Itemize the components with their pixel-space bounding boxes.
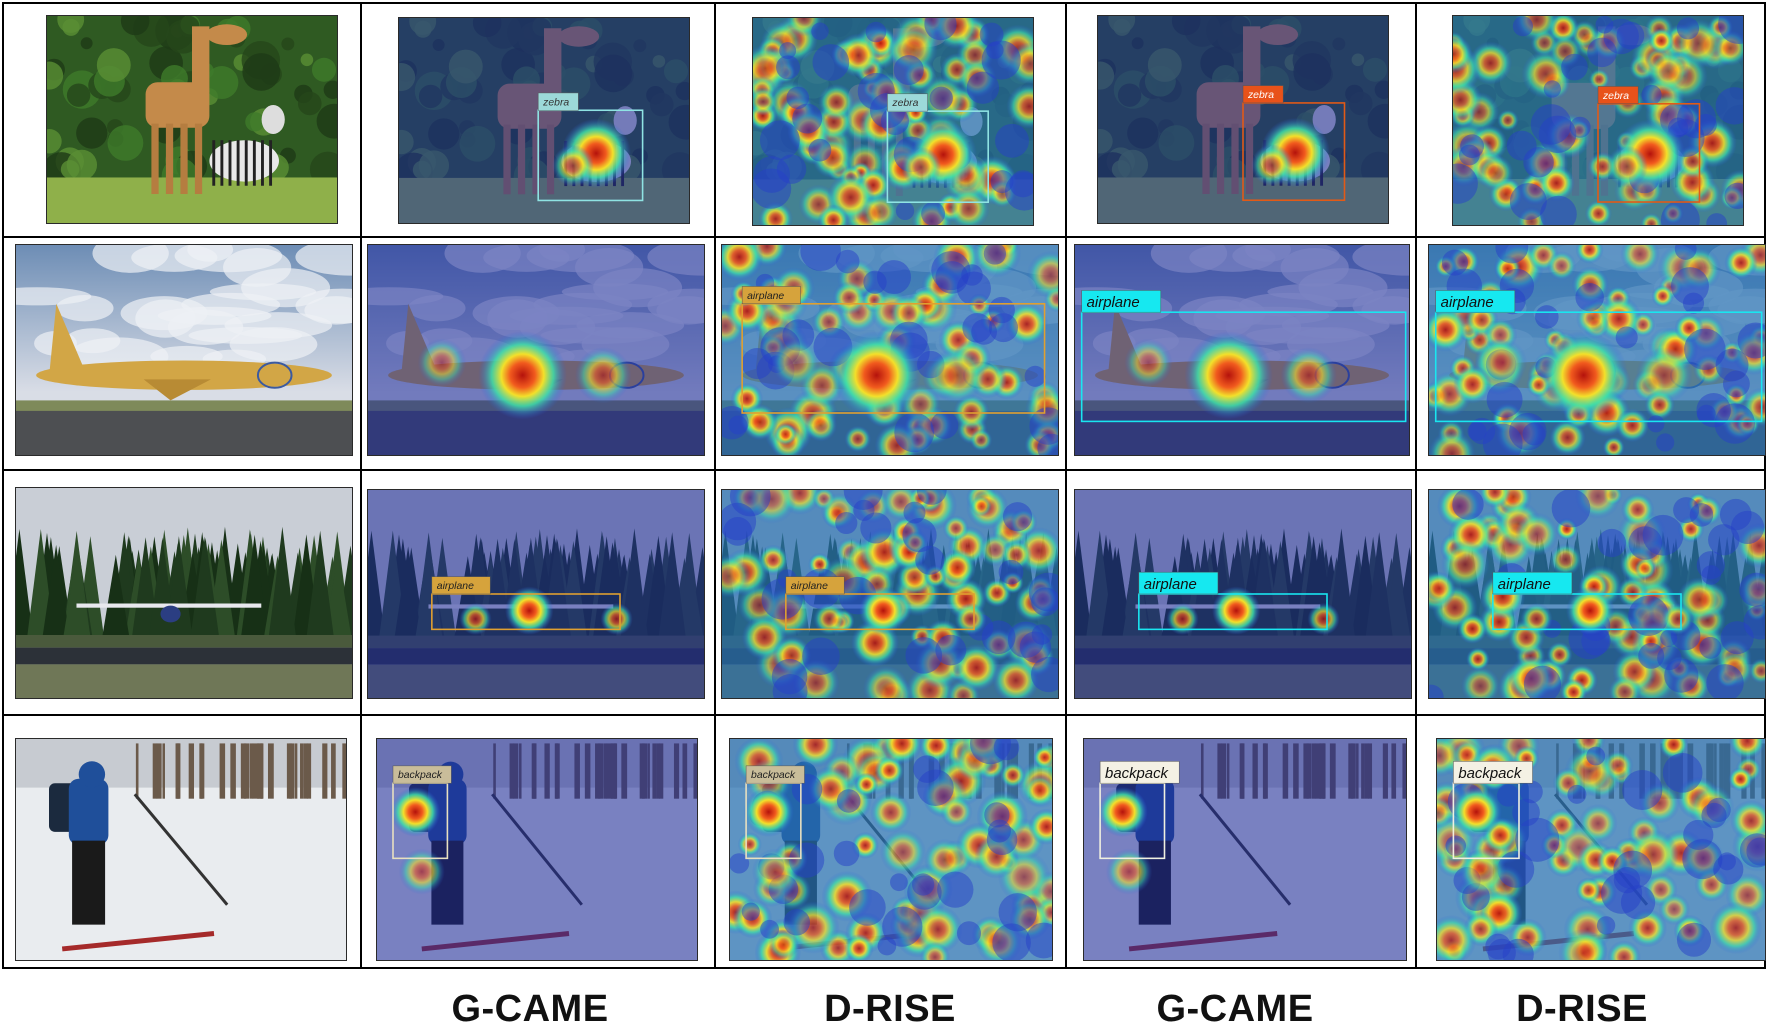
- grid-divider: [1065, 4, 1067, 967]
- image-canvas: zebra: [1098, 16, 1388, 223]
- d-rise-heatmap: airplane: [721, 489, 1059, 699]
- image-canvas: backpack: [377, 739, 697, 960]
- bbox-label: zebra: [542, 97, 569, 108]
- original-image: [15, 487, 353, 699]
- column-label-d-rise: D-RISE: [1516, 988, 1648, 1030]
- image-canvas: airplane: [722, 490, 1058, 698]
- bbox-label: airplane: [437, 581, 474, 592]
- g-came-heatmap: airplane: [1074, 489, 1412, 699]
- g-came-heatmap: airplane: [1074, 244, 1410, 456]
- bbox-tag: backpack: [745, 765, 805, 784]
- bbox-label: airplane: [791, 581, 828, 592]
- bbox-tag: airplane: [1138, 571, 1219, 595]
- g-came-heatmap: backpack: [376, 738, 698, 961]
- image-canvas: zebra: [1453, 16, 1743, 225]
- d-rise-heatmap: backpack: [729, 738, 1053, 961]
- image-canvas: zebra: [399, 18, 689, 223]
- bbox-tag: airplane: [1435, 290, 1516, 313]
- column-label-d-rise: D-RISE: [824, 988, 956, 1030]
- bbox-label: airplane: [747, 291, 784, 302]
- grid-divider: [1415, 4, 1417, 967]
- bbox-tag: airplane: [1081, 290, 1162, 313]
- grid-divider: [4, 714, 1764, 716]
- grid-divider: [714, 4, 716, 967]
- bbox-label: airplane: [1441, 295, 1494, 311]
- bbox-tag: airplane: [741, 286, 801, 305]
- original-image: [46, 15, 338, 224]
- image-canvas: backpack: [730, 739, 1052, 960]
- bbox-label: backpack: [1105, 766, 1169, 782]
- bbox-label: airplane: [1144, 577, 1197, 593]
- image-canvas: airplane: [1429, 245, 1765, 455]
- bbox-label: airplane: [1498, 577, 1551, 593]
- image-canvas: [16, 488, 352, 698]
- image-canvas: backpack: [1437, 739, 1765, 960]
- d-rise-heatmap: backpack: [1436, 738, 1766, 961]
- bbox-tag: airplane: [431, 576, 491, 595]
- bbox-label: zebra: [1602, 91, 1629, 102]
- d-rise-heatmap: zebra: [1452, 15, 1744, 226]
- bbox-tag: backpack: [1453, 761, 1533, 784]
- bbox-tag: zebra: [537, 92, 579, 111]
- grid-divider: [4, 236, 1764, 238]
- column-label-g-came: G-CAME: [1156, 988, 1314, 1030]
- bbox-tag: zebra: [887, 93, 928, 112]
- original-image: [15, 738, 347, 961]
- bbox-label: backpack: [1458, 766, 1522, 782]
- bbox-label: backpack: [751, 770, 796, 781]
- d-rise-heatmap: airplane: [1428, 489, 1766, 699]
- image-canvas: airplane: [1075, 490, 1411, 698]
- image-canvas: [16, 245, 352, 455]
- image-canvas: zebra: [753, 18, 1033, 225]
- bbox-tag: airplane: [785, 576, 845, 595]
- image-canvas: [16, 739, 346, 960]
- grid-divider: [360, 4, 362, 967]
- d-rise-heatmap: airplane: [1428, 244, 1766, 456]
- original-image: [15, 244, 353, 456]
- image-grid: [2, 2, 1766, 969]
- bbox-tag: zebra: [1242, 85, 1284, 104]
- bbox-tag: backpack: [1099, 761, 1180, 784]
- bbox-tag: backpack: [392, 765, 452, 784]
- bbox-tag: zebra: [1597, 86, 1639, 105]
- g-came-heatmap: backpack: [1083, 738, 1407, 961]
- image-canvas: airplane: [368, 490, 704, 698]
- bbox-label: airplane: [1087, 295, 1140, 311]
- image-canvas: [47, 16, 337, 223]
- g-came-heatmap: zebra: [398, 17, 690, 224]
- bbox-label: zebra: [891, 98, 918, 109]
- g-came-heatmap: [367, 244, 705, 456]
- image-canvas: backpack: [1084, 739, 1406, 960]
- d-rise-heatmap: airplane: [721, 244, 1059, 456]
- image-canvas: airplane: [722, 245, 1058, 455]
- g-came-heatmap: zebra: [1097, 15, 1389, 224]
- g-came-heatmap: airplane: [367, 489, 705, 699]
- image-canvas: [368, 245, 704, 455]
- bbox-label: zebra: [1247, 90, 1274, 101]
- bbox-label: backpack: [398, 770, 443, 781]
- image-canvas: airplane: [1075, 245, 1409, 455]
- image-canvas: airplane: [1429, 490, 1765, 698]
- d-rise-heatmap: zebra: [752, 17, 1034, 226]
- grid-divider: [4, 469, 1764, 471]
- column-label-g-came: G-CAME: [451, 988, 609, 1030]
- bbox-tag: airplane: [1492, 571, 1573, 595]
